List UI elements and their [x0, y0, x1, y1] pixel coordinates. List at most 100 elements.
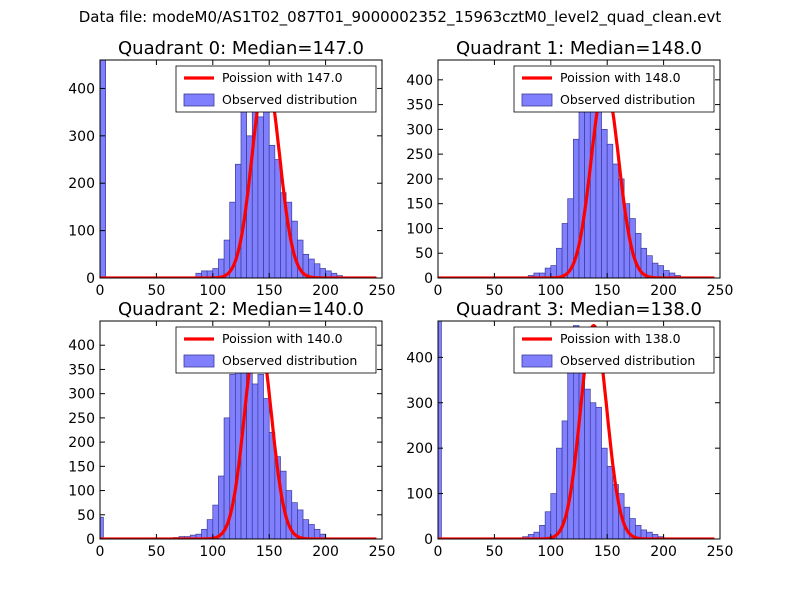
- histogram-bar: [606, 465, 614, 539]
- y-tick-label: 100: [406, 487, 433, 503]
- histogram-bar-zero: [100, 60, 106, 278]
- legend-label-observed: Observed distribution: [222, 92, 357, 107]
- legend-bar-swatch: [183, 93, 215, 107]
- axes-frame: [99, 59, 383, 279]
- histogram-bar: [595, 406, 602, 539]
- histogram-bar: [601, 447, 608, 539]
- plot-area: [100, 60, 377, 278]
- y-tick-label: 400: [68, 81, 95, 97]
- y-tick-label: 50: [77, 508, 95, 524]
- x-tick-label: 250: [369, 283, 396, 299]
- x-tick-label: 0: [96, 544, 105, 560]
- y-tick-label: 200: [406, 172, 433, 188]
- poisson-curve: [438, 323, 715, 539]
- histogram-bar: [539, 525, 546, 539]
- y-tick-label: 200: [406, 441, 433, 457]
- legend-label-observed: Observed distribution: [560, 92, 695, 107]
- subplot-title: Quadrant 1: Median=148.0: [456, 38, 702, 59]
- x-tick-label: 0: [434, 283, 443, 299]
- y-tick-label: 350: [68, 362, 95, 378]
- subplot-title: Quadrant 0: Median=147.0: [118, 38, 364, 59]
- x-tick-label: 150: [256, 283, 283, 299]
- x-tick-label: 0: [434, 544, 443, 560]
- y-tick-label: 150: [406, 197, 433, 213]
- histogram-bar: [257, 116, 264, 278]
- legend-label-poisson: Poission with 148.0: [560, 70, 681, 85]
- legend-bar-swatch: [521, 93, 553, 107]
- x-tick-label: 50: [485, 283, 503, 299]
- x-tick-label: 50: [147, 283, 165, 299]
- y-tick-label: 300: [68, 387, 95, 403]
- histogram-bar-zero: [100, 516, 104, 539]
- histogram-bar: [268, 144, 276, 278]
- poisson-curve: [100, 329, 377, 539]
- y-tick-label: 0: [424, 532, 433, 548]
- histogram-bar: [589, 402, 597, 539]
- histogram-bar: [251, 383, 259, 539]
- x-tick-label: 250: [707, 283, 734, 299]
- subplot-title: Quadrant 2: Median=140.0: [118, 299, 364, 320]
- axes-frame: [437, 59, 721, 279]
- legend-label-poisson: Poission with 140.0: [222, 331, 343, 346]
- y-tick-label: 300: [406, 122, 433, 138]
- histogram-bar: [263, 398, 270, 539]
- y-tick-label: 100: [406, 221, 433, 237]
- histogram-bar: [567, 361, 574, 539]
- legend: Poission with 147.0 Observed distribution: [175, 65, 377, 113]
- y-tick-label: 0: [86, 271, 95, 287]
- x-tick-label: 200: [650, 283, 677, 299]
- histogram-bar: [651, 262, 659, 278]
- histogram-bar: [606, 143, 614, 278]
- y-tick-label: 100: [68, 484, 95, 500]
- histogram-bar: [657, 265, 664, 278]
- x-tick-label: 250: [369, 544, 396, 560]
- histogram-bar: [313, 263, 321, 278]
- x-tick-label: 50: [147, 544, 165, 560]
- plot-area: [438, 321, 715, 539]
- poisson-curve: [438, 80, 715, 278]
- histogram-bar: [550, 493, 557, 539]
- y-tick-label: 400: [68, 338, 95, 354]
- legend-box: [513, 65, 715, 113]
- y-tick-label: 250: [68, 411, 95, 427]
- x-tick-label: 100: [537, 544, 564, 560]
- x-tick-label: 0: [96, 283, 105, 299]
- y-tick-label: 250: [406, 147, 433, 163]
- x-tick-label: 100: [537, 283, 564, 299]
- plot-area: [438, 74, 715, 278]
- figure-title: Data file: modeM0/AS1T02_087T01_90000023…: [78, 8, 722, 26]
- y-tick-label: 0: [424, 271, 433, 287]
- histogram-bar: [556, 247, 563, 278]
- histogram-bar: [212, 504, 219, 539]
- y-tick-label: 200: [68, 176, 95, 192]
- x-tick-label: 150: [256, 544, 283, 560]
- histogram-bar: [302, 519, 310, 539]
- x-tick-label: 250: [707, 544, 734, 560]
- chart-panel-1: 0 50 100 150 200 250 0 50 100 150 200 250 300 350 400 Q…: [406, 38, 733, 299]
- chart-panel-2: 0 50 100 150 200 250 0 50 100 150 200 250 300 350 400 Q…: [68, 299, 395, 560]
- x-tick-label: 50: [485, 544, 503, 560]
- x-tick-label: 150: [594, 544, 621, 560]
- x-tick-label: 200: [650, 544, 677, 560]
- histogram-bar: [257, 373, 264, 539]
- x-tick-label: 100: [199, 544, 226, 560]
- histogram-bar: [595, 109, 602, 278]
- subplot-title: Quadrant 3: Median=138.0: [456, 299, 702, 320]
- histogram-bar: [274, 159, 281, 278]
- y-tick-label: 50: [415, 246, 433, 262]
- legend-label-observed: Observed distribution: [560, 353, 695, 368]
- histogram-bar: [561, 223, 569, 278]
- legend: Poission with 148.0 Observed distribution: [513, 65, 715, 113]
- legend: Poission with 138.0 Observed distribution: [513, 326, 715, 374]
- legend-label-poisson: Poission with 138.0: [560, 331, 681, 346]
- legend-bar-swatch: [521, 354, 553, 368]
- axes-frame: [437, 320, 721, 540]
- histogram-bar: [206, 519, 214, 539]
- histogram-bar: [263, 83, 270, 278]
- histogram-bar: [601, 129, 608, 278]
- y-tick-label: 200: [68, 435, 95, 451]
- y-tick-label: 300: [406, 396, 433, 412]
- histogram-bar: [240, 97, 247, 278]
- y-tick-label: 400: [406, 73, 433, 89]
